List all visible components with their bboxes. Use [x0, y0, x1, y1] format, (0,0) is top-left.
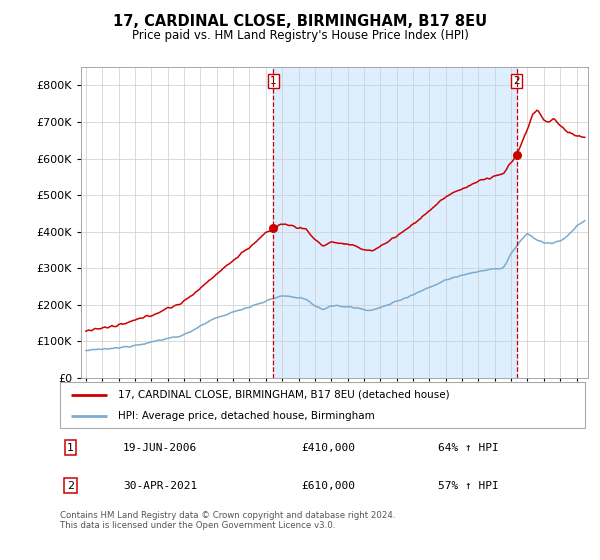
Text: 57% ↑ HPI: 57% ↑ HPI	[438, 480, 499, 491]
Text: 1: 1	[270, 76, 277, 86]
Text: Contains HM Land Registry data © Crown copyright and database right 2024.
This d: Contains HM Land Registry data © Crown c…	[60, 511, 395, 530]
Bar	[274, 67, 517, 378]
FancyBboxPatch shape	[60, 382, 585, 428]
Text: 30-APR-2021: 30-APR-2021	[123, 480, 197, 491]
Text: £610,000: £610,000	[302, 480, 355, 491]
Text: 2: 2	[67, 480, 74, 491]
Text: £410,000: £410,000	[302, 443, 355, 453]
Text: HPI: Average price, detached house, Birmingham: HPI: Average price, detached house, Birm…	[118, 411, 374, 421]
Text: 17, CARDINAL CLOSE, BIRMINGHAM, B17 8EU (detached house): 17, CARDINAL CLOSE, BIRMINGHAM, B17 8EU …	[118, 390, 449, 400]
Text: Price paid vs. HM Land Registry's House Price Index (HPI): Price paid vs. HM Land Registry's House …	[131, 29, 469, 42]
Text: 64% ↑ HPI: 64% ↑ HPI	[438, 443, 499, 453]
Text: 1: 1	[67, 443, 74, 453]
Text: 17, CARDINAL CLOSE, BIRMINGHAM, B17 8EU: 17, CARDINAL CLOSE, BIRMINGHAM, B17 8EU	[113, 14, 487, 29]
Text: 19-JUN-2006: 19-JUN-2006	[123, 443, 197, 453]
Text: 2: 2	[513, 76, 520, 86]
